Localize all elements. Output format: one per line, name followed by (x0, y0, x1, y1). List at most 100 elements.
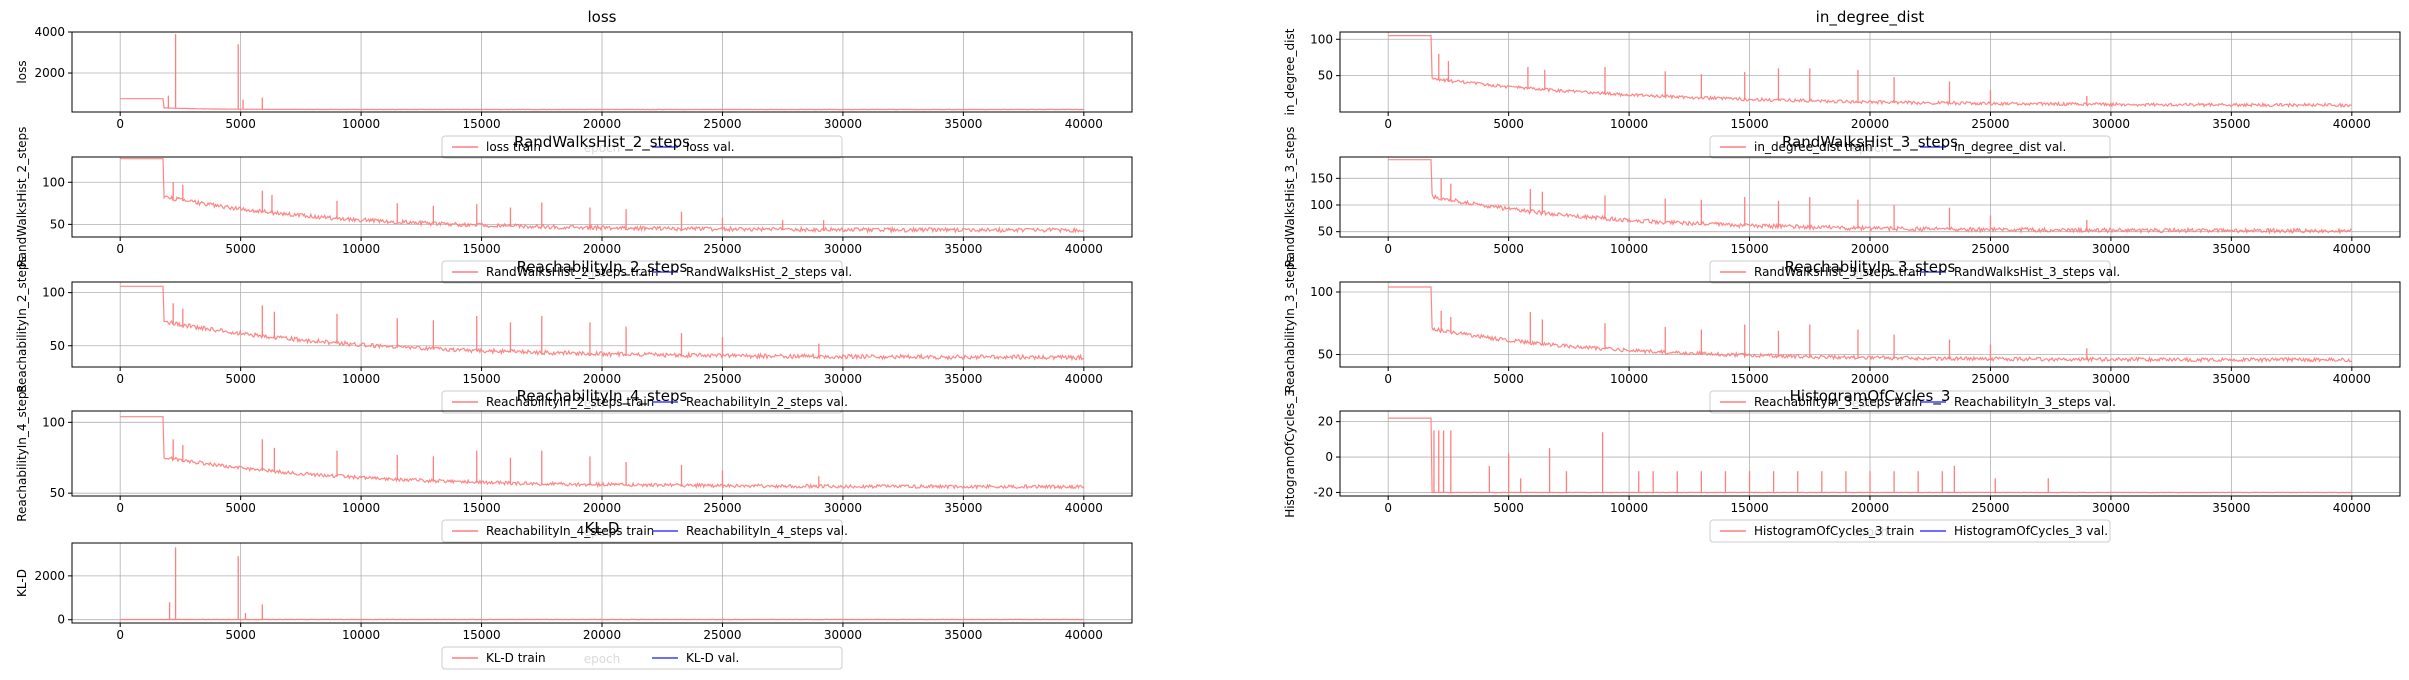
x-tick-label: 25000 (703, 117, 741, 131)
x-tick-label: 0 (1384, 372, 1392, 386)
x-tick-label: 20000 (583, 117, 621, 131)
y-tick-label: 100 (1310, 198, 1333, 212)
x-tick-label: 25000 (703, 372, 741, 386)
legend-label: HistogramOfCycles_3 train (1754, 524, 1914, 538)
legend-label: ReachabilityIn_4_steps val. (686, 524, 848, 538)
x-tick-label: 15000 (1730, 372, 1768, 386)
chart-panel: 0 5000 10000 15000 20000 25000 30000 35000 40000… (15, 127, 1133, 284)
x-tick-label: 30000 (824, 501, 862, 515)
y-tick-label: 50 (1318, 225, 1333, 239)
y-tick-label: 50 (1318, 69, 1333, 83)
x-tick-label: 10000 (1610, 372, 1648, 386)
series-train-line (120, 98, 1084, 111)
legend-label: RandWalksHist_2_steps val. (686, 265, 852, 279)
y-tick-label: 20 (1318, 415, 1333, 429)
y-tick-label: 150 (1310, 171, 1333, 185)
x-tick-label: 25000 (703, 501, 741, 515)
y-axis-label: loss (15, 60, 29, 83)
x-tick-label: 5000 (1493, 117, 1524, 131)
y-axis-label: ReachabilityIn_2_steps (15, 256, 29, 393)
legend-label: RandWalksHist_3_steps val. (1954, 265, 2120, 279)
legend-label: ReachabilityIn_2_steps train (486, 395, 654, 409)
x-tick-label: 25000 (703, 628, 741, 642)
legend-label: ReachabilityIn_4_steps train (486, 524, 654, 538)
x-tick-label: 20000 (583, 242, 621, 256)
x-tick-label: 15000 (1730, 117, 1768, 131)
legend-label: in_degree_dist val. (1954, 140, 2066, 154)
x-tick-label: 35000 (2212, 372, 2250, 386)
x-tick-label: 0 (116, 372, 124, 386)
chart-title: ReachabilityIn_4_steps (517, 387, 688, 406)
x-tick-label: 35000 (944, 372, 982, 386)
y-tick-label: 50 (50, 486, 65, 500)
x-tick-label: 25000 (1971, 372, 2009, 386)
y-tick-label: 2000 (34, 569, 65, 583)
legend-label: KL-D val. (686, 651, 739, 665)
y-axis-label: ReachabilityIn_3_steps (1283, 256, 1297, 393)
x-tick-label: 20000 (1851, 501, 1889, 515)
legend-label: KL-D train (486, 651, 546, 665)
x-tick-label: 20000 (583, 372, 621, 386)
x-tick-label: 35000 (2212, 501, 2250, 515)
x-tick-label: 30000 (824, 372, 862, 386)
series-train-line (120, 416, 1085, 490)
legend-label: RandWalksHist_3_steps train (1754, 265, 1927, 279)
x-tick-label: 20000 (1851, 117, 1889, 131)
x-tick-label: 15000 (1730, 242, 1768, 256)
legend-label: ReachabilityIn_3_steps train (1754, 395, 1922, 409)
x-tick-label: 10000 (342, 242, 380, 256)
x-tick-label: 20000 (1851, 242, 1889, 256)
x-tick-label: 35000 (944, 117, 982, 131)
x-tick-label: 0 (1384, 501, 1392, 515)
chart-panel: 0 5000 10000 15000 20000 25000 30000 35000 40000… (1283, 127, 2401, 284)
legend-box (1709, 135, 2111, 159)
x-tick-label: 5000 (225, 628, 256, 642)
series-train-line (1388, 286, 2352, 364)
y-axis-label: KL-D (15, 569, 29, 597)
x-tick-label: 0 (116, 501, 124, 515)
legend-label: HistogramOfCycles_3 val. (1954, 524, 2108, 538)
chart-title: ReachabilityIn_2_steps (517, 258, 688, 277)
x-tick-label: 15000 (462, 628, 500, 642)
x-tick-label: 20000 (1851, 372, 1889, 386)
chart-title: RandWalksHist_3_steps (1782, 133, 1958, 152)
legend-box (441, 646, 843, 670)
x-tick-label: 35000 (2212, 242, 2250, 256)
legend-label: loss val. (686, 140, 735, 154)
x-tick-label: 35000 (944, 242, 982, 256)
y-tick-label: 100 (1310, 32, 1333, 46)
legend-box (1709, 390, 2111, 414)
x-tick-label: 5000 (225, 372, 256, 386)
series-train-line (120, 285, 1084, 362)
x-tick-label: 0 (1384, 242, 1392, 256)
x-tick-label: 10000 (1610, 242, 1648, 256)
x-tick-label: 25000 (703, 242, 741, 256)
series-train-line (1388, 35, 2352, 109)
x-tick-label: 35000 (2212, 117, 2250, 131)
x-tick-label: 40000 (2333, 501, 2371, 515)
x-tick-label: 35000 (944, 628, 982, 642)
legend-box (1709, 260, 2111, 284)
legend-label: loss train (486, 140, 541, 154)
chart-panel: 0 5000 10000 15000 20000 25000 30000 35000 40000… (15, 385, 1133, 543)
x-tick-label: 5000 (1493, 372, 1524, 386)
x-tick-label: 10000 (342, 628, 380, 642)
y-tick-label: 100 (1310, 285, 1333, 299)
y-axis-label: ReachabilityIn_4_steps (15, 385, 29, 522)
y-tick-label: -20 (1313, 485, 1333, 499)
y-tick-label: 50 (50, 217, 65, 231)
chart-panel: 0 5000 10000 15000 20000 25000 30000 35000 40000… (15, 519, 1133, 670)
series-train-line (120, 158, 1085, 234)
x-tick-label: 5000 (225, 242, 256, 256)
x-tick-label: 10000 (342, 501, 380, 515)
x-tick-label: 25000 (1971, 117, 2009, 131)
chart-title: HistogramOfCycles_3 (1790, 387, 1951, 406)
x-tick-label: 40000 (1065, 242, 1103, 256)
y-tick-label: 100 (42, 415, 65, 429)
x-tick-label: 15000 (462, 501, 500, 515)
chart-panel: 0 5000 10000 15000 20000 25000 30000 35000 40000… (15, 8, 1133, 159)
legend-box (441, 390, 843, 414)
x-tick-label: 5000 (225, 501, 256, 515)
chart-title: ReachabilityIn_3_steps (1785, 258, 1956, 277)
x-tick-label: 40000 (2333, 242, 2371, 256)
